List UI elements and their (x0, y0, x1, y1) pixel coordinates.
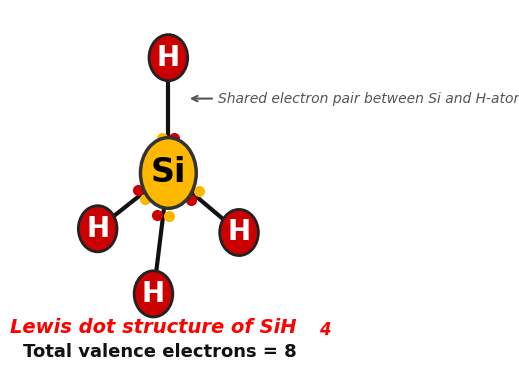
Text: Total valence electrons = 8: Total valence electrons = 8 (23, 343, 297, 361)
Ellipse shape (78, 206, 117, 252)
Text: H: H (86, 215, 109, 243)
Text: Si: Si (151, 157, 186, 189)
Ellipse shape (141, 138, 196, 208)
Text: Lewis dot structure of SiH: Lewis dot structure of SiH (10, 318, 297, 337)
Text: 4: 4 (319, 321, 331, 339)
Ellipse shape (149, 35, 188, 81)
Text: H: H (227, 218, 251, 247)
Ellipse shape (134, 271, 173, 317)
Text: H: H (142, 280, 165, 308)
Text: H: H (157, 44, 180, 72)
Text: Shared electron pair between Si and H-atoms: Shared electron pair between Si and H-at… (218, 92, 519, 106)
Ellipse shape (220, 209, 258, 256)
